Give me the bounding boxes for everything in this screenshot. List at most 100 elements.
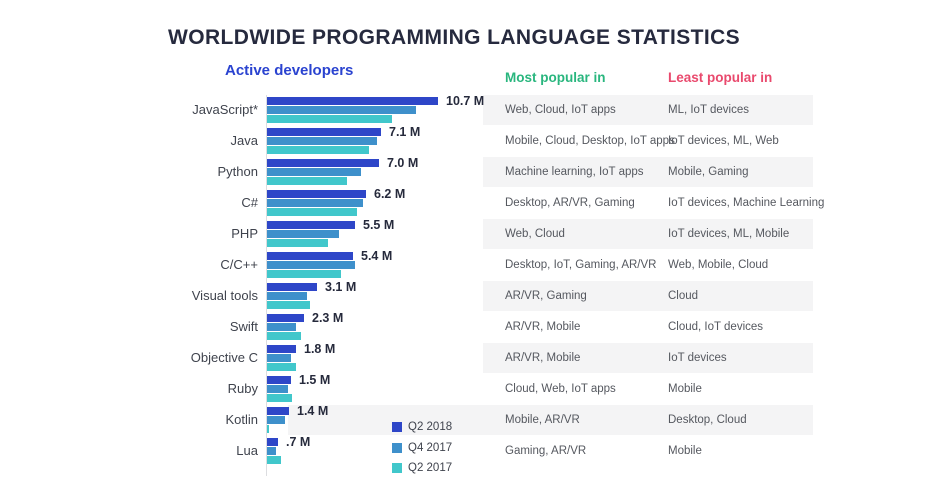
bar-q2-2018 bbox=[267, 159, 379, 167]
legend-label: Q4 2017 bbox=[408, 441, 453, 454]
most-popular-cell: Mobile, Cloud, Desktop, IoT apps bbox=[505, 135, 675, 147]
bar-q2-2018 bbox=[267, 221, 355, 229]
language-label: Swift bbox=[229, 319, 258, 334]
bar-q4-2017 bbox=[267, 199, 363, 207]
least-popular-cell: Mobile bbox=[668, 445, 702, 457]
bar-q4-2017 bbox=[267, 447, 276, 455]
bar-q2-2017 bbox=[267, 146, 369, 154]
bar-q4-2017 bbox=[267, 230, 339, 238]
bar-q4-2017 bbox=[267, 106, 416, 114]
row-stripe bbox=[483, 281, 813, 311]
value-label: 2.3 M bbox=[312, 311, 344, 325]
bar-q2-2017 bbox=[267, 363, 296, 371]
language-label: Ruby bbox=[227, 381, 258, 396]
bar-q2-2017 bbox=[267, 332, 301, 340]
least-popular-cell: IoT devices, Machine Learning bbox=[668, 197, 825, 209]
row-stripe bbox=[483, 157, 813, 187]
bar-q2-2018 bbox=[267, 190, 366, 198]
language-label: Objective C bbox=[190, 350, 258, 365]
bar-q4-2017 bbox=[267, 137, 377, 145]
legend-swatch-q2-2017 bbox=[392, 463, 402, 473]
row-stripe bbox=[288, 405, 813, 435]
most-popular-cell: Web, Cloud, IoT apps bbox=[505, 104, 616, 116]
most-popular-cell: Machine learning, IoT apps bbox=[505, 166, 644, 178]
bar-q4-2017 bbox=[267, 292, 307, 300]
least-popular-cell: Cloud, IoT devices bbox=[668, 321, 764, 333]
bar-q4-2017 bbox=[267, 261, 355, 269]
active-developers-header: Active developers bbox=[225, 62, 354, 79]
value-label: 5.5 M bbox=[363, 218, 395, 232]
most-popular-cell: Mobile, AR/VR bbox=[505, 414, 580, 426]
bar-q2-2017 bbox=[267, 177, 347, 185]
most-popular-cell: Desktop, IoT, Gaming, AR/VR bbox=[505, 259, 657, 271]
most-popular-cell: Web, Cloud bbox=[505, 228, 565, 240]
bar-q2-2018 bbox=[267, 252, 353, 260]
most-popular-cell: AR/VR, Gaming bbox=[505, 290, 587, 302]
least-popular-cell: IoT devices, ML, Mobile bbox=[668, 228, 790, 240]
most-popular-cell: Gaming, AR/VR bbox=[505, 445, 587, 457]
legend-label: Q2 2017 bbox=[408, 462, 453, 474]
bar-q2-2018 bbox=[267, 376, 291, 384]
bar-q4-2017 bbox=[267, 416, 285, 424]
least-popular-cell: Web, Mobile, Cloud bbox=[668, 259, 769, 271]
bar-q2-2018 bbox=[267, 97, 438, 105]
value-label: 7.0 M bbox=[387, 156, 419, 170]
least-popular-cell: Desktop, Cloud bbox=[668, 414, 747, 426]
bar-q2-2017 bbox=[267, 115, 392, 123]
value-label: .7 M bbox=[286, 435, 311, 449]
language-label: C/C++ bbox=[220, 257, 258, 272]
value-label: 1.5 M bbox=[299, 373, 331, 387]
bar-q4-2017 bbox=[267, 385, 288, 393]
value-label: 1.4 M bbox=[297, 404, 329, 418]
most-popular-header: Most popular in bbox=[505, 70, 606, 85]
bar-q2-2017 bbox=[267, 394, 292, 402]
language-label: Python bbox=[217, 164, 258, 179]
legend-swatch-q4-2017 bbox=[392, 442, 402, 453]
value-label: 7.1 M bbox=[389, 125, 421, 139]
bar-q4-2017 bbox=[267, 323, 296, 331]
language-label: Visual tools bbox=[191, 288, 258, 303]
legend-swatch-q2-2018 bbox=[392, 422, 402, 432]
bar-q2-2017 bbox=[267, 270, 341, 278]
bar-q2-2017 bbox=[267, 239, 328, 247]
legend-label: Q2 2018 bbox=[408, 421, 453, 433]
least-popular-header: Least popular in bbox=[668, 70, 773, 85]
language-label: Java bbox=[230, 133, 258, 148]
least-popular-cell: Mobile, Gaming bbox=[668, 166, 749, 178]
row-stripe bbox=[483, 343, 813, 373]
row-stripe bbox=[483, 219, 813, 249]
least-popular-cell: ML, IoT devices bbox=[668, 104, 749, 116]
least-popular-cell: IoT devices bbox=[668, 352, 727, 364]
value-label: 5.4 M bbox=[361, 249, 393, 263]
language-label: C# bbox=[241, 195, 258, 210]
least-popular-cell: Cloud bbox=[668, 290, 699, 302]
language-label: Kotlin bbox=[225, 412, 258, 427]
axis-line bbox=[266, 95, 267, 476]
bar-q2-2018 bbox=[267, 283, 317, 291]
value-label: 6.2 M bbox=[374, 187, 406, 201]
language-label: Lua bbox=[236, 443, 258, 458]
bar-q2-2018 bbox=[267, 407, 289, 415]
language-label: PHP bbox=[231, 226, 258, 241]
language-label: JavaScript* bbox=[192, 102, 258, 117]
bar-q2-2018 bbox=[267, 345, 296, 353]
bar-q2-2017 bbox=[267, 456, 281, 464]
bar-q2-2017 bbox=[267, 425, 269, 433]
most-popular-cell: AR/VR, Mobile bbox=[505, 321, 581, 333]
least-popular-cell: Mobile bbox=[668, 383, 702, 395]
bar-q2-2018 bbox=[267, 128, 381, 136]
row-stripe bbox=[483, 95, 813, 125]
most-popular-cell: Desktop, AR/VR, Gaming bbox=[505, 197, 635, 209]
value-label: 3.1 M bbox=[325, 280, 357, 294]
bar-q4-2017 bbox=[267, 354, 291, 362]
bar-q4-2017 bbox=[267, 168, 361, 176]
bar-q2-2018 bbox=[267, 314, 304, 322]
bar-q2-2017 bbox=[267, 208, 357, 216]
most-popular-cell: AR/VR, Mobile bbox=[505, 352, 581, 364]
most-popular-cell: Cloud, Web, IoT apps bbox=[505, 383, 616, 395]
value-label: 10.7 M bbox=[446, 94, 485, 108]
least-popular-cell: IoT devices, ML, Web bbox=[668, 135, 779, 147]
value-label: 1.8 M bbox=[304, 342, 336, 356]
page-title: WORLDWIDE PROGRAMMING LANGUAGE STATISTIC… bbox=[168, 26, 741, 49]
